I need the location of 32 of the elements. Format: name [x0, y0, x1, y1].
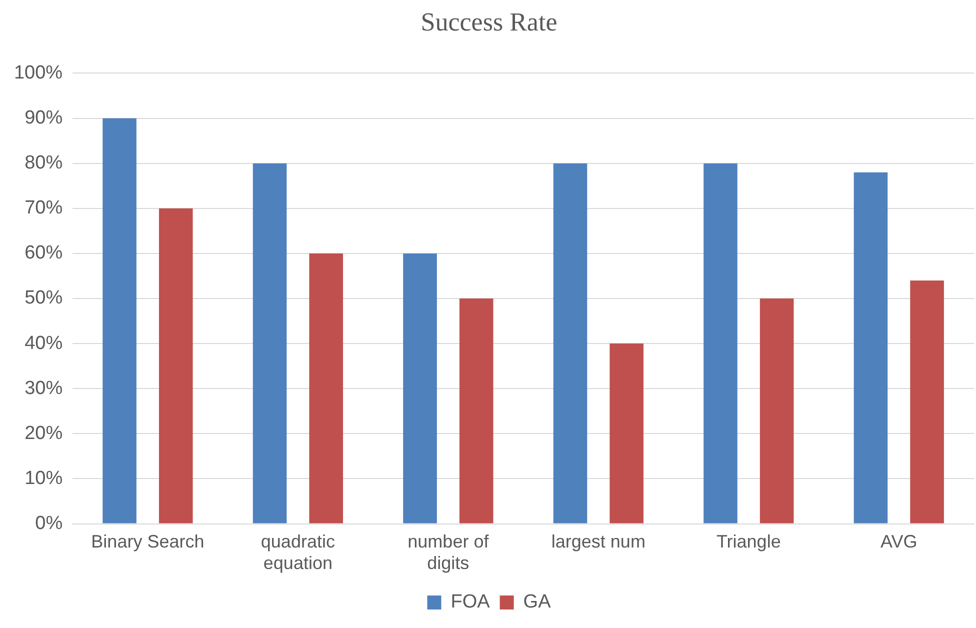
bar	[704, 163, 738, 524]
bar	[403, 253, 437, 524]
bar	[252, 163, 287, 524]
y-tick-label: 80%	[24, 152, 63, 174]
bar	[854, 172, 888, 524]
bar	[553, 163, 588, 524]
bar	[158, 208, 193, 524]
bar	[910, 280, 944, 524]
x-tick-label: Triangle	[716, 532, 781, 552]
x-tick-label: Binary Search	[91, 532, 204, 552]
x-tick-label: largest num	[551, 532, 646, 552]
x-tick-label: quadratic equation	[260, 532, 335, 574]
y-tick-label: 90%	[24, 107, 63, 128]
chart-title: Success Rate	[420, 7, 558, 36]
legend-label: FOA	[450, 592, 490, 613]
bar	[610, 344, 644, 524]
y-tick-label: 60%	[24, 242, 63, 264]
y-tick-label: 20%	[24, 422, 63, 444]
bar	[760, 298, 794, 524]
bar	[309, 253, 344, 524]
bar	[102, 118, 136, 524]
bar	[459, 298, 494, 524]
x-tick-label: number of digits	[408, 532, 490, 574]
x-tick-label: AVG	[880, 532, 918, 552]
y-tick-label: 70%	[24, 198, 63, 219]
y-tick-label: 10%	[24, 468, 63, 489]
y-tick-label: 50%	[24, 288, 63, 309]
y-tick-label: 0%	[35, 513, 63, 534]
legend-label: GA	[523, 592, 552, 613]
y-tick-label: 100%	[14, 62, 63, 84]
y-tick-label: 40%	[24, 332, 63, 354]
y-tick-label: 30%	[24, 378, 63, 399]
